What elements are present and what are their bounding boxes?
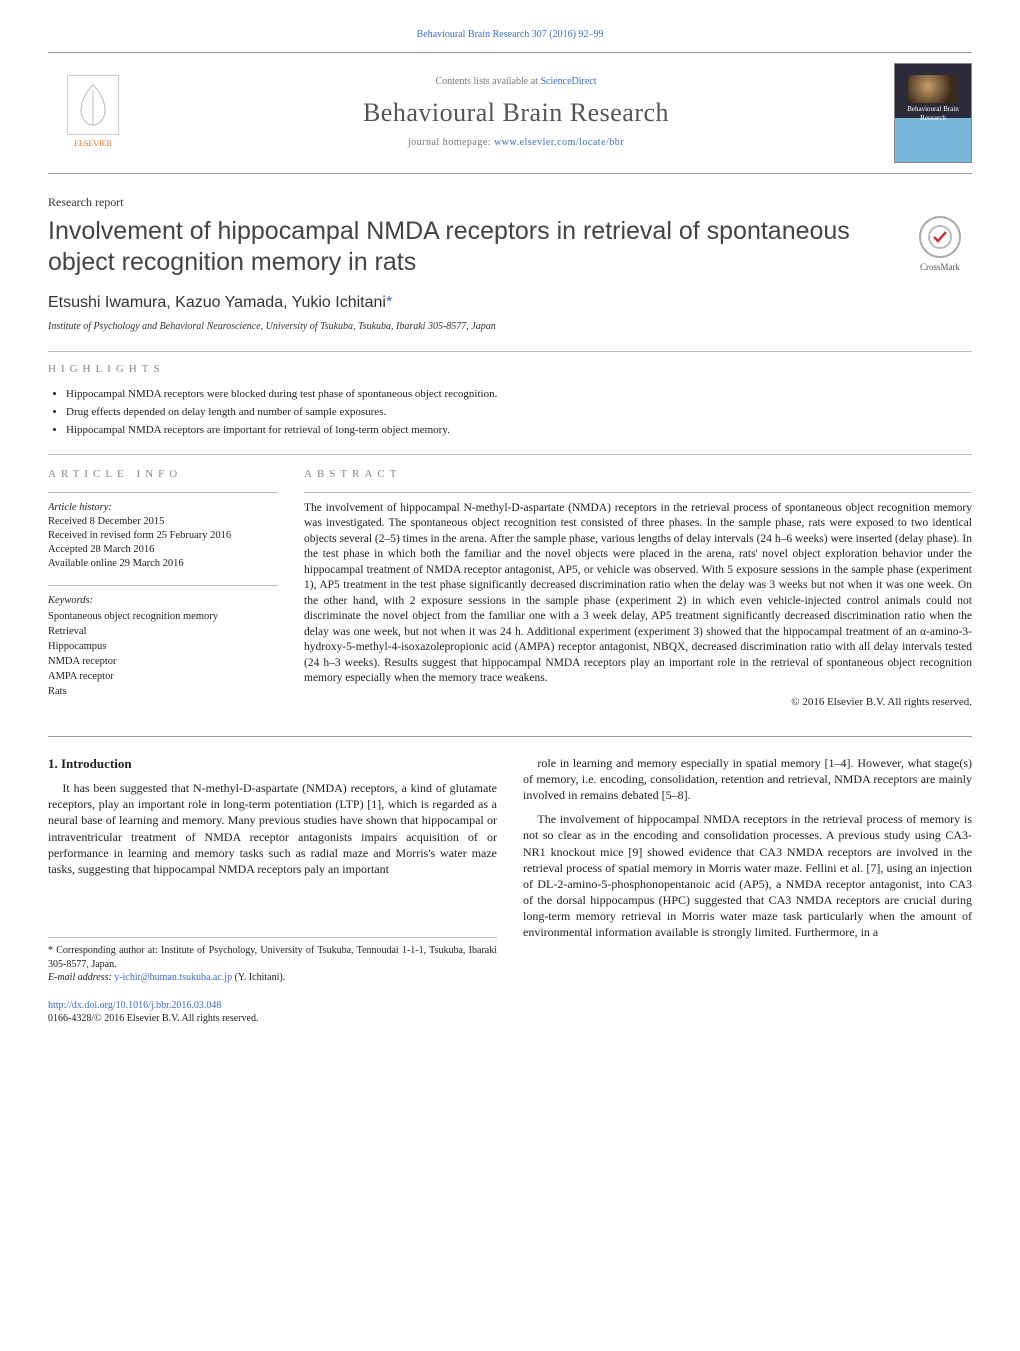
journal-name: Behavioural Brain Research bbox=[138, 95, 894, 130]
article-info-column: ARTICLE INFO Article history: Received 8… bbox=[48, 467, 278, 714]
body-paragraph: It has been suggested that N-methyl-D-as… bbox=[48, 780, 497, 877]
tree-icon bbox=[67, 75, 119, 135]
contents-prefix: Contents lists available at bbox=[435, 76, 540, 87]
body-column-right: role in learning and memory especially i… bbox=[523, 755, 972, 985]
doi-block: http://dx.doi.org/10.1016/j.bbr.2016.03.… bbox=[48, 999, 972, 1026]
body-text: role in learning and memory especially i… bbox=[523, 756, 972, 802]
cover-thumbnail: Behavioural Brain Research bbox=[894, 63, 972, 163]
keyword: NMDA receptor bbox=[48, 655, 278, 669]
keywords-label: Keywords: bbox=[48, 594, 278, 608]
homepage-line: journal homepage: www.elsevier.com/locat… bbox=[138, 136, 894, 150]
body-text: The involvement of hippocampal NMDA rece… bbox=[523, 812, 972, 939]
keyword: Spontaneous object recognition memory bbox=[48, 610, 278, 624]
body-column-left: 1. Introduction It has been suggested th… bbox=[48, 755, 497, 985]
crossmark-label: CrossMark bbox=[920, 262, 960, 272]
keyword: AMPA receptor bbox=[48, 670, 278, 684]
article-history: Article history: Received 8 December 201… bbox=[48, 492, 278, 572]
homepage-link[interactable]: www.elsevier.com/locate/bbr bbox=[494, 137, 624, 148]
history-line: Received 8 December 2015 bbox=[48, 515, 278, 529]
abstract-text: The involvement of hippocampal N-methyl-… bbox=[304, 501, 972, 687]
highlight-item: Hippocampal NMDA receptors were blocked … bbox=[66, 387, 972, 402]
article-info-label: ARTICLE INFO bbox=[48, 467, 278, 482]
highlights-label: HIGHLIGHTS bbox=[48, 362, 972, 377]
body-columns: 1. Introduction It has been suggested th… bbox=[48, 755, 972, 985]
rule-highlights bbox=[48, 351, 972, 352]
intro-heading: 1. Introduction bbox=[48, 755, 497, 773]
body-paragraph: role in learning and memory especially i… bbox=[523, 755, 972, 804]
affiliation: Institute of Psychology and Behavioral N… bbox=[48, 320, 972, 334]
abstract-column: ABSTRACT The involvement of hippocampal … bbox=[304, 467, 972, 714]
email-suffix: (Y. Ichitani). bbox=[232, 972, 285, 983]
highlight-item: Hippocampal NMDA receptors are important… bbox=[66, 423, 972, 438]
keywords-block: Keywords: Spontaneous object recognition… bbox=[48, 585, 278, 699]
issn-copyright: 0166-4328/© 2016 Elsevier B.V. All right… bbox=[48, 1012, 972, 1026]
corr-marker: * bbox=[386, 294, 392, 311]
highlight-item: Drug effects depended on delay length an… bbox=[66, 405, 972, 420]
email-link[interactable]: y-ichit@human.tsukuba.ac.jp bbox=[114, 972, 232, 983]
authors-list: Etsushi Iwamura, Kazuo Yamada, Yukio Ich… bbox=[48, 294, 386, 311]
running-header: Behavioural Brain Research 307 (2016) 92… bbox=[48, 28, 972, 42]
article-type: Research report bbox=[48, 194, 972, 210]
email-footnote: E-mail address: y-ichit@human.tsukuba.ac… bbox=[48, 971, 497, 985]
corr-footnote: * Corresponding author at: Institute of … bbox=[48, 944, 497, 971]
masthead: ELSEVIER Contents lists available at Sci… bbox=[48, 53, 972, 174]
body-paragraph: The involvement of hippocampal NMDA rece… bbox=[523, 811, 972, 941]
history-line: Accepted 28 March 2016 bbox=[48, 543, 278, 557]
footnotes: * Corresponding author at: Institute of … bbox=[48, 937, 497, 985]
history-line: Received in revised form 25 February 201… bbox=[48, 529, 278, 543]
keyword: Retrieval bbox=[48, 625, 278, 639]
body-text: It has been suggested that N-methyl-D-as… bbox=[48, 781, 497, 876]
abstract-label: ABSTRACT bbox=[304, 467, 972, 482]
keyword: Hippocampus bbox=[48, 640, 278, 654]
info-abstract-row: ARTICLE INFO Article history: Received 8… bbox=[48, 454, 972, 714]
doi-link[interactable]: http://dx.doi.org/10.1016/j.bbr.2016.03.… bbox=[48, 1000, 221, 1011]
email-label: E-mail address: bbox=[48, 972, 114, 983]
masthead-center: Contents lists available at ScienceDirec… bbox=[138, 63, 894, 163]
crossmark-icon bbox=[919, 216, 961, 258]
contents-line: Contents lists available at ScienceDirec… bbox=[138, 75, 894, 89]
highlights-list: Hippocampal NMDA receptors were blocked … bbox=[48, 387, 972, 438]
sciencedirect-link[interactable]: ScienceDirect bbox=[540, 76, 596, 87]
publisher-logo: ELSEVIER bbox=[48, 63, 138, 163]
history-line: Available online 29 March 2016 bbox=[48, 557, 278, 571]
article-title: Involvement of hippocampal NMDA receptor… bbox=[48, 216, 896, 279]
homepage-prefix: journal homepage: bbox=[408, 137, 494, 148]
highlights-section: HIGHLIGHTS Hippocampal NMDA receptors we… bbox=[48, 362, 972, 437]
publisher-name: ELSEVIER bbox=[74, 139, 112, 150]
abstract-copyright: © 2016 Elsevier B.V. All rights reserved… bbox=[304, 695, 972, 710]
history-label: Article history: bbox=[48, 501, 278, 515]
keyword: Rats bbox=[48, 685, 278, 699]
authors: Etsushi Iwamura, Kazuo Yamada, Yukio Ich… bbox=[48, 292, 972, 314]
rule-body bbox=[48, 736, 972, 737]
cover-caption: Behavioural Brain Research bbox=[895, 103, 971, 126]
crossmark-badge[interactable]: CrossMark bbox=[908, 216, 972, 273]
